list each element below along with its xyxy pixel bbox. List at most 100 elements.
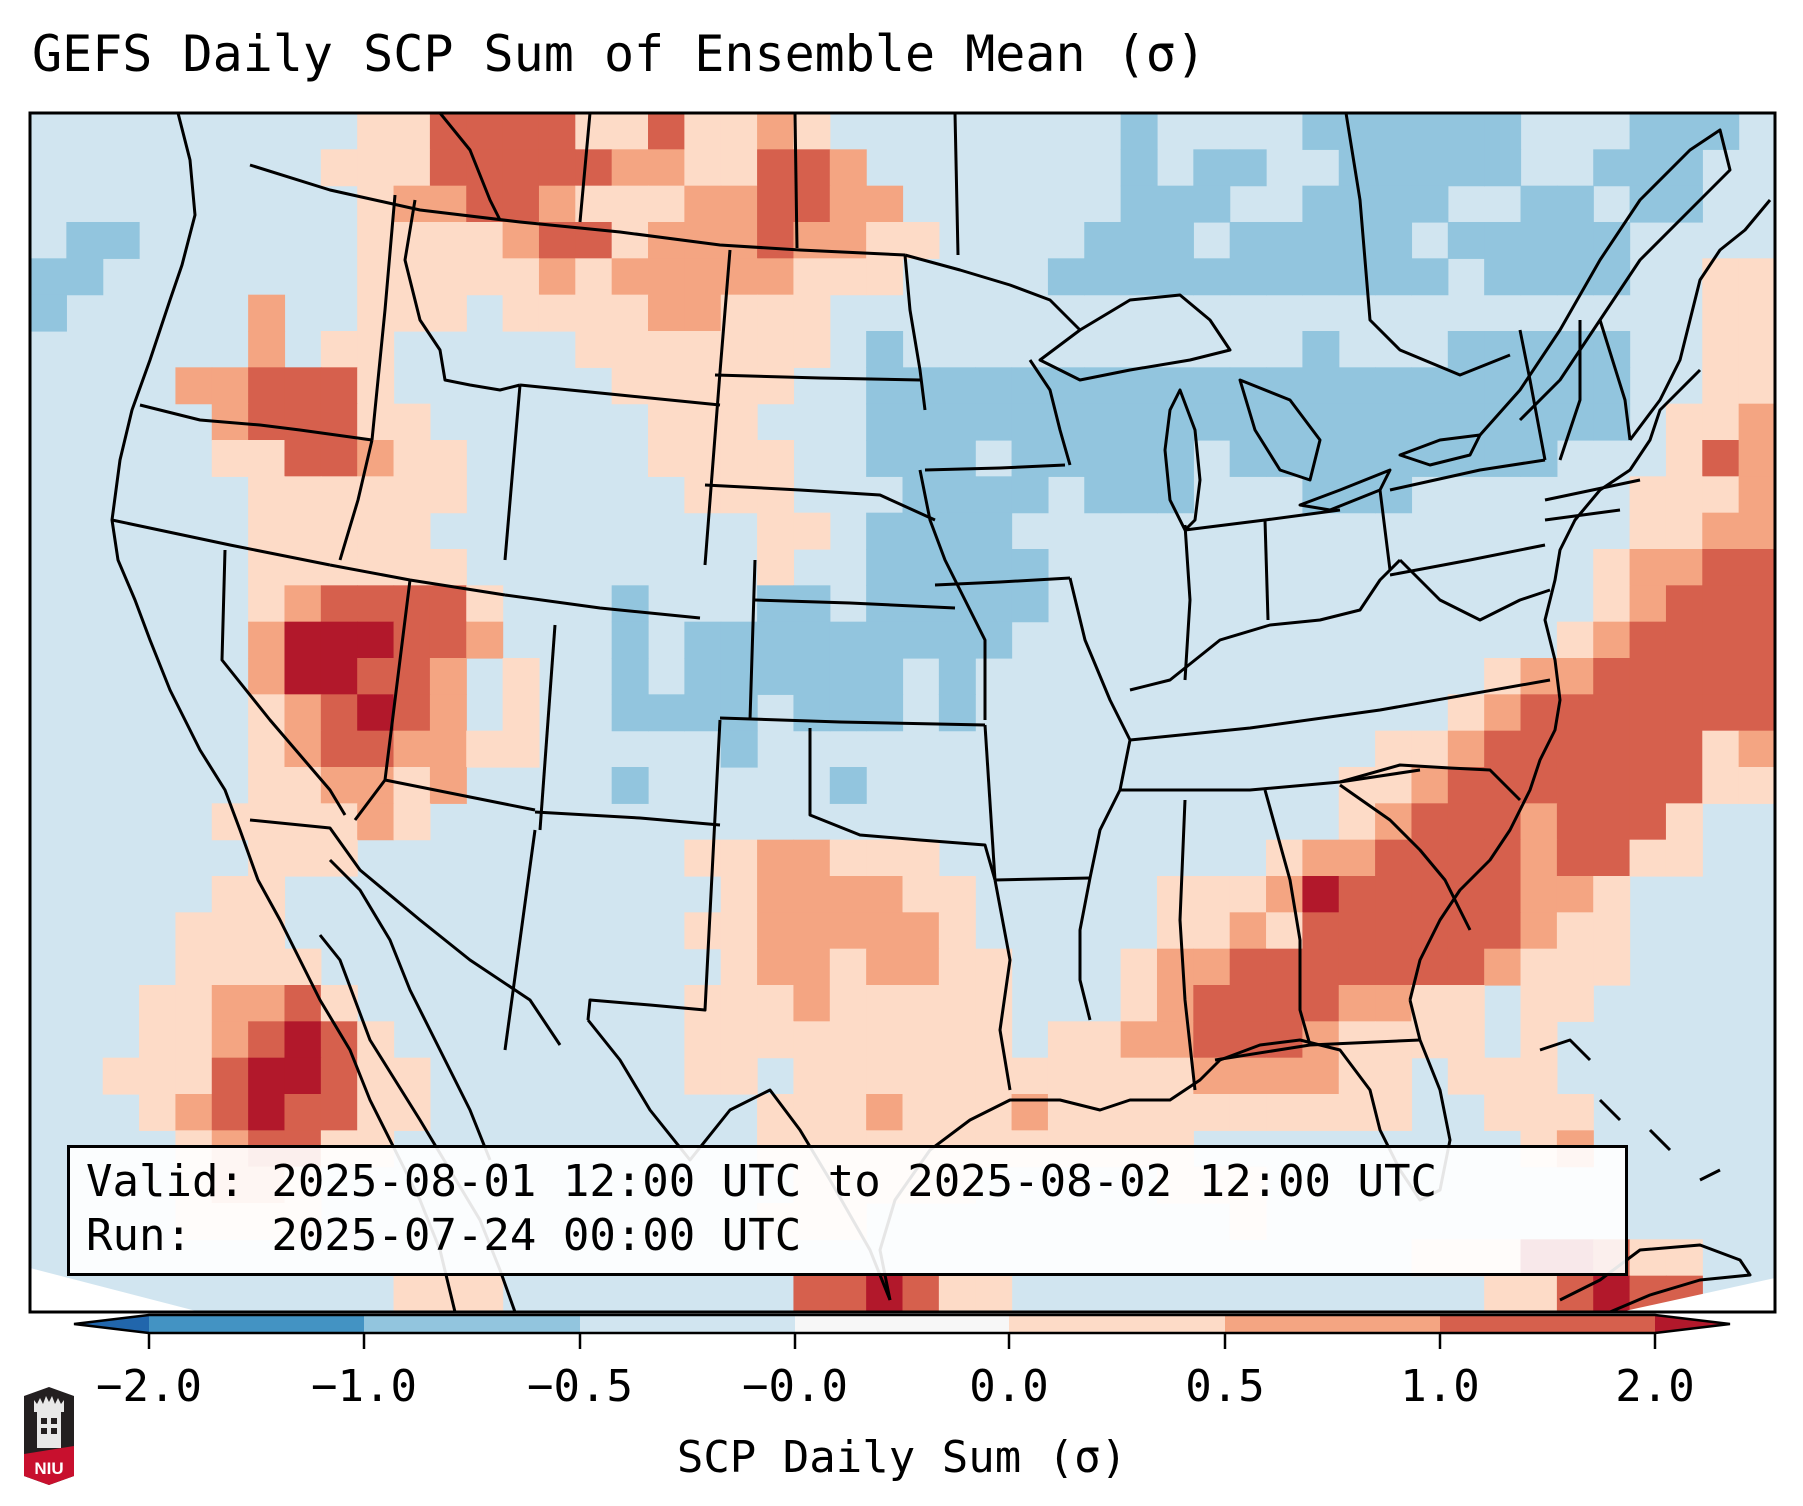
field-cell	[1520, 440, 1558, 477]
field-cell	[1193, 1057, 1231, 1095]
field-cell	[1556, 985, 1594, 1022]
field-cell	[1266, 985, 1303, 1022]
colorbar-segment	[795, 1315, 1010, 1333]
field-cell	[1120, 113, 1158, 150]
field-cell	[1011, 367, 1049, 405]
border-nh-me	[1598, 319, 1632, 441]
field-cell	[866, 258, 904, 296]
border-or-id	[338, 439, 374, 561]
field-cell	[1338, 1094, 1376, 1131]
field-cell	[1229, 912, 1267, 950]
field-cell	[829, 1021, 867, 1059]
field-cell	[1665, 803, 1703, 841]
field-cell	[1629, 658, 1667, 695]
logo-battlements	[34, 1396, 64, 1412]
lake-ontario	[1398, 433, 1482, 467]
field-cell	[393, 621, 431, 659]
field-cell	[538, 294, 576, 332]
field-cell	[1665, 512, 1703, 550]
field-cell	[866, 658, 904, 695]
field-cell	[1702, 549, 1740, 586]
field-cell	[1411, 149, 1449, 187]
field-cell	[211, 1021, 249, 1059]
field-cell	[1593, 658, 1631, 695]
field-cell	[1375, 185, 1413, 223]
field-cell	[1738, 258, 1775, 296]
field-cell	[793, 1057, 831, 1095]
field-cell	[1193, 403, 1231, 441]
field-cell	[1229, 367, 1267, 405]
field-cell	[139, 1021, 177, 1059]
field-cell	[1593, 621, 1631, 659]
field-cell	[1665, 730, 1703, 768]
field-cell	[357, 1057, 395, 1095]
border-vt-nh	[1558, 320, 1582, 461]
field-cell	[1011, 585, 1049, 623]
field-cell	[684, 476, 722, 514]
field-cell	[211, 1094, 249, 1131]
field-cell	[1047, 440, 1085, 477]
field-cell	[1302, 185, 1340, 223]
field-cell	[1702, 476, 1740, 514]
border-ct-ma	[1544, 508, 1621, 522]
field-cell	[1629, 730, 1667, 768]
field-cell	[1556, 694, 1594, 732]
field-cell	[757, 912, 795, 950]
border-ma-north	[1544, 478, 1641, 502]
boundaries	[110, 113, 1772, 1312]
field-cell	[684, 331, 722, 368]
field-cell	[757, 258, 795, 296]
border-ca-az-mx	[249, 818, 562, 1046]
field-cell	[1702, 258, 1740, 296]
field-cell	[611, 222, 649, 259]
field-cell	[975, 621, 1013, 659]
field-cell	[1556, 839, 1594, 877]
field-cell	[1556, 185, 1594, 223]
field-cell	[1702, 767, 1740, 804]
border-oh-pa	[1378, 489, 1392, 571]
field-cell	[1229, 222, 1267, 259]
field-cell	[1665, 549, 1703, 586]
field-cell	[1738, 730, 1775, 768]
field-cell	[1738, 367, 1775, 405]
field-cell	[1338, 113, 1376, 150]
field-cell	[938, 367, 976, 405]
field-cell	[829, 912, 867, 950]
border-ms-al	[1178, 799, 1197, 1091]
scp-field	[30, 113, 1775, 1312]
field-cell	[866, 694, 904, 732]
colorbar-label: SCP Daily Sum (σ)	[676, 1432, 1128, 1483]
field-cell	[793, 948, 831, 986]
field-cell	[284, 803, 322, 841]
colorbar-tick-label: −0.5	[527, 1361, 633, 1412]
field-cell	[1120, 367, 1158, 405]
field-cell	[1520, 1057, 1558, 1095]
field-cell	[829, 658, 867, 695]
coastline-atlantic	[1408, 368, 1702, 1001]
border-canada-us	[249, 163, 906, 257]
field-cell	[902, 549, 940, 586]
field-cell	[902, 621, 940, 659]
field-cell	[1084, 1057, 1122, 1095]
field-cell	[1447, 730, 1485, 768]
border-ny-vt	[1518, 329, 1547, 461]
field-cell	[1302, 839, 1340, 877]
field-cell	[684, 912, 722, 950]
field-cell	[938, 1021, 976, 1059]
field-cell	[902, 222, 940, 259]
field-cell	[866, 948, 904, 986]
field-cell	[538, 113, 576, 150]
field-cell	[429, 730, 467, 768]
field-cell	[357, 549, 395, 586]
field-cell	[1375, 948, 1413, 986]
field-cell	[1702, 694, 1740, 732]
field-cell	[1156, 185, 1194, 223]
field-cell	[938, 876, 976, 913]
field-cell	[829, 948, 867, 986]
field-cell	[902, 948, 940, 986]
field-cell	[1520, 1094, 1558, 1131]
logo-red-band	[24, 1446, 74, 1485]
field-cell	[175, 948, 213, 986]
field-cell	[1484, 113, 1522, 150]
field-cell	[866, 876, 904, 913]
